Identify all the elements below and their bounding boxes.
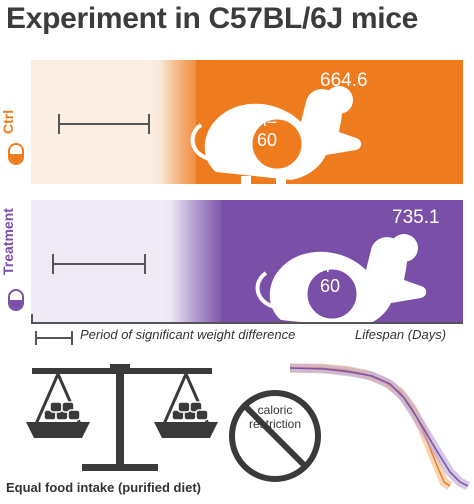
food-pellets-left <box>43 401 81 421</box>
treatment-lifespan-value: 735.1 <box>392 207 440 228</box>
period-legend-label: Period of significant weight difference <box>80 327 296 342</box>
treatment-bar-gradient-edge <box>171 200 226 324</box>
ctrl-n-value: 60 <box>256 130 278 150</box>
no-caloric-restriction-icon <box>229 390 321 482</box>
treatment-n-value: 60 <box>319 276 341 296</box>
lifespan-axis <box>31 322 463 324</box>
restriction-word: restriction <box>248 417 301 431</box>
ctrl-period-bracket <box>58 114 150 134</box>
legend-bracket-icon <box>35 331 73 345</box>
balance-scale-icon <box>26 364 218 471</box>
mouse-icon <box>190 86 362 184</box>
ctrl-capsule-icon <box>8 143 24 165</box>
ctrl-sample-size: n= 60 <box>245 110 289 150</box>
lifespan-axis-label: Lifespan (Days) <box>355 327 447 342</box>
food-pellets-right <box>171 401 209 421</box>
treatment-n-label: n= <box>319 256 341 276</box>
figure-title: Experiment in C57BL/6J mice <box>6 2 419 35</box>
treatment-bar <box>31 200 463 324</box>
ctrl-period-bracket-svg <box>58 86 362 184</box>
mouse-icon <box>255 234 427 324</box>
treatment-capsule-icon <box>8 289 24 311</box>
ctrl-n-label: n= <box>256 110 278 130</box>
treatment-group-label: Treatment <box>0 208 16 276</box>
treatment-sample-size: n= 60 <box>308 256 352 296</box>
treatment-period-bracket <box>52 254 146 274</box>
survival-curves-icon <box>290 363 470 491</box>
caloric-word: caloric <box>257 403 293 417</box>
equal-food-intake-caption: Equal food intake (purified diet) <box>6 480 201 495</box>
no-caloric-restriction-text: caloric restriction <box>236 403 314 431</box>
axis-start-tick <box>31 314 33 324</box>
treatment-period-bracket-svg <box>52 234 427 324</box>
ctrl-lifespan-value: 664.6 <box>320 70 368 91</box>
